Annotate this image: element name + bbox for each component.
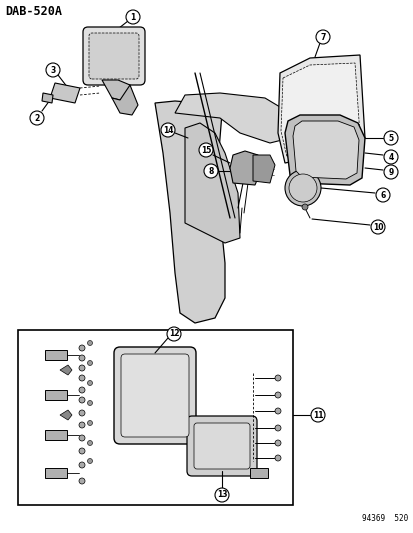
Circle shape xyxy=(79,478,85,484)
Text: 5: 5 xyxy=(387,133,393,142)
Bar xyxy=(45,430,67,440)
FancyBboxPatch shape xyxy=(121,354,189,437)
Circle shape xyxy=(79,410,85,416)
Text: 10: 10 xyxy=(372,222,382,231)
Circle shape xyxy=(301,204,307,210)
Circle shape xyxy=(288,174,316,202)
Text: 2: 2 xyxy=(34,114,40,123)
Polygon shape xyxy=(185,123,240,243)
Circle shape xyxy=(87,360,92,366)
Text: 7: 7 xyxy=(320,33,325,42)
Circle shape xyxy=(30,111,44,125)
Circle shape xyxy=(274,425,280,431)
Polygon shape xyxy=(102,80,130,100)
Circle shape xyxy=(87,440,92,446)
Circle shape xyxy=(46,63,60,77)
Polygon shape xyxy=(42,93,53,103)
Circle shape xyxy=(214,488,228,502)
Circle shape xyxy=(315,30,329,44)
Circle shape xyxy=(87,400,92,406)
Circle shape xyxy=(79,448,85,454)
Circle shape xyxy=(79,387,85,393)
Circle shape xyxy=(126,10,140,24)
Circle shape xyxy=(383,150,397,164)
Polygon shape xyxy=(280,63,359,157)
Text: 14: 14 xyxy=(162,125,173,134)
Circle shape xyxy=(87,458,92,464)
Circle shape xyxy=(370,220,384,234)
Text: 12: 12 xyxy=(169,329,179,338)
Text: 8: 8 xyxy=(208,166,213,175)
Bar xyxy=(18,330,292,505)
Text: 3: 3 xyxy=(50,66,55,75)
Polygon shape xyxy=(60,410,72,420)
Polygon shape xyxy=(230,151,259,185)
Circle shape xyxy=(204,164,218,178)
Circle shape xyxy=(274,440,280,446)
Polygon shape xyxy=(154,101,224,323)
Circle shape xyxy=(284,170,320,206)
Circle shape xyxy=(79,355,85,361)
Circle shape xyxy=(375,188,389,202)
Bar xyxy=(45,350,67,360)
FancyBboxPatch shape xyxy=(83,27,145,85)
Circle shape xyxy=(310,408,324,422)
FancyBboxPatch shape xyxy=(89,33,139,79)
Polygon shape xyxy=(252,155,274,183)
Text: DAB-520A: DAB-520A xyxy=(5,5,62,18)
Polygon shape xyxy=(112,85,138,115)
Circle shape xyxy=(274,408,280,414)
Circle shape xyxy=(79,345,85,351)
FancyBboxPatch shape xyxy=(187,416,256,476)
Circle shape xyxy=(87,421,92,425)
Text: 11: 11 xyxy=(312,410,323,419)
Text: 4: 4 xyxy=(387,152,393,161)
Bar xyxy=(249,468,267,478)
Circle shape xyxy=(161,123,175,137)
Polygon shape xyxy=(284,115,364,185)
Polygon shape xyxy=(292,121,358,179)
Circle shape xyxy=(383,131,397,145)
Circle shape xyxy=(79,365,85,371)
Circle shape xyxy=(274,375,280,381)
Circle shape xyxy=(87,341,92,345)
Circle shape xyxy=(79,375,85,381)
Circle shape xyxy=(79,435,85,441)
Circle shape xyxy=(274,455,280,461)
Circle shape xyxy=(383,165,397,179)
Text: 6: 6 xyxy=(380,190,385,199)
Polygon shape xyxy=(50,83,80,103)
Circle shape xyxy=(79,397,85,403)
Text: 9: 9 xyxy=(387,167,393,176)
Polygon shape xyxy=(277,55,364,163)
Bar xyxy=(45,468,67,478)
Circle shape xyxy=(79,462,85,468)
Text: 13: 13 xyxy=(216,490,227,499)
Text: 94369  520: 94369 520 xyxy=(361,514,407,523)
Text: 1: 1 xyxy=(130,12,135,21)
Circle shape xyxy=(274,392,280,398)
FancyBboxPatch shape xyxy=(114,347,195,444)
Circle shape xyxy=(79,422,85,428)
FancyBboxPatch shape xyxy=(194,423,249,469)
Circle shape xyxy=(166,327,180,341)
Polygon shape xyxy=(60,365,72,375)
Circle shape xyxy=(87,381,92,385)
Circle shape xyxy=(199,143,212,157)
Text: 15: 15 xyxy=(200,146,211,155)
Bar xyxy=(45,390,67,400)
Polygon shape xyxy=(175,93,289,143)
